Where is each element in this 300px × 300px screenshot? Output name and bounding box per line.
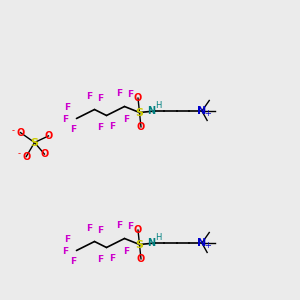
Text: F: F <box>62 116 68 124</box>
Text: F: F <box>98 255 103 264</box>
Text: N: N <box>147 238 155 248</box>
Text: O: O <box>22 152 30 161</box>
Text: F: F <box>116 89 122 98</box>
Text: F: F <box>98 94 103 103</box>
Text: F: F <box>70 125 76 134</box>
Text: S: S <box>136 239 143 250</box>
Text: N: N <box>197 106 206 116</box>
Text: F: F <box>98 226 103 235</box>
Text: O: O <box>137 122 145 132</box>
Text: +: + <box>204 242 211 250</box>
Text: F: F <box>123 247 129 256</box>
Text: O: O <box>137 254 145 264</box>
Text: O: O <box>40 149 49 159</box>
Text: F: F <box>116 221 122 230</box>
Text: -: - <box>11 126 14 135</box>
Text: O: O <box>16 128 25 138</box>
Text: F: F <box>109 254 115 263</box>
Text: H: H <box>155 233 161 242</box>
Text: S: S <box>31 137 38 148</box>
Text: F: F <box>64 236 70 244</box>
Text: -: - <box>17 150 20 159</box>
Text: N: N <box>197 238 206 248</box>
Text: F: F <box>123 115 129 124</box>
Text: S: S <box>136 107 143 118</box>
Text: H: H <box>155 101 161 110</box>
Text: F: F <box>109 122 115 131</box>
Text: +: + <box>204 110 211 118</box>
Text: F: F <box>62 248 68 256</box>
Text: O: O <box>44 131 53 141</box>
Text: F: F <box>127 90 133 99</box>
Text: F: F <box>64 103 70 112</box>
Text: F: F <box>70 257 76 266</box>
Text: O: O <box>134 93 142 103</box>
Text: F: F <box>98 123 103 132</box>
Text: F: F <box>86 92 92 101</box>
Text: N: N <box>147 106 155 116</box>
Text: F: F <box>86 224 92 233</box>
Text: O: O <box>134 225 142 235</box>
Text: F: F <box>127 222 133 231</box>
